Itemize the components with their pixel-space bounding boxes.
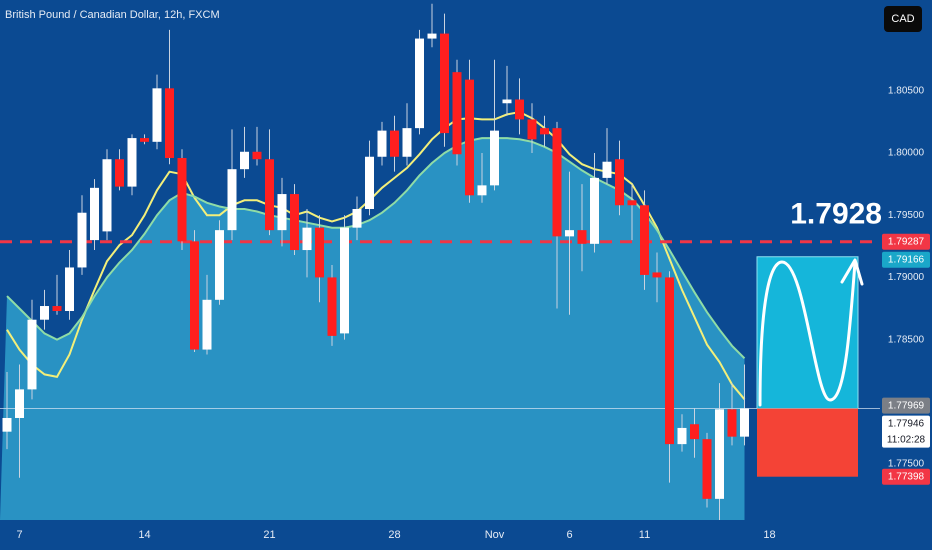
candle-body (252, 151, 262, 160)
candle-body (602, 161, 612, 178)
y-tick-label: 1.77500 (888, 459, 925, 470)
price-label-box (882, 251, 930, 268)
x-tick-label: 21 (263, 529, 275, 541)
chart-title: British Pound / Canadian Dollar, 12h, FX… (5, 9, 220, 21)
price-label: 1.79287 (888, 236, 925, 247)
candle-body (15, 389, 24, 418)
x-tick-label: Nov (485, 529, 505, 541)
annotation: 1.7928 (790, 198, 882, 231)
price-label-box (882, 397, 930, 414)
candle-body (502, 99, 512, 104)
candle-body (215, 230, 224, 300)
candle-body (90, 187, 99, 241)
candle-body (577, 230, 587, 244)
candle-body (427, 33, 437, 39)
candle-body (640, 205, 649, 275)
candle-body (352, 208, 362, 228)
candle-body (202, 299, 212, 350)
price-label: 1.77946 (888, 418, 925, 429)
candle-body (240, 151, 249, 170)
price-label: 1.77969 (888, 400, 925, 411)
candle-body (727, 409, 737, 437)
y-tick-label: 1.80500 (888, 85, 925, 96)
candle-body (365, 156, 374, 209)
candle-body (52, 306, 62, 312)
candle-body (565, 230, 574, 237)
candle-body (590, 177, 599, 244)
candle-body (440, 33, 449, 134)
price-label: 1.79166 (888, 254, 925, 265)
candle-body (315, 227, 324, 278)
countdown: 11:02:28 (887, 434, 926, 445)
candle-body (190, 241, 199, 350)
candle-body (390, 130, 399, 157)
candle-body (152, 88, 162, 142)
candle-body (477, 185, 487, 196)
candle-body (452, 72, 462, 155)
candle-body (527, 119, 537, 140)
candle-body (102, 159, 112, 232)
x-tick-label: 11 (639, 529, 650, 541)
candle-body (690, 424, 699, 440)
candle-body (140, 138, 149, 142)
candle-body (402, 128, 412, 157)
candle-body (340, 227, 349, 334)
candle-body (540, 128, 549, 135)
candle-body (415, 38, 424, 129)
candle-body (302, 227, 312, 251)
candle-body (677, 427, 687, 445)
candle-body (702, 439, 712, 499)
candle-body (2, 417, 12, 432)
price-label-box (882, 233, 930, 250)
x-tick-label: 6 (566, 529, 572, 541)
candle-body (377, 130, 387, 157)
y-tick-label: 1.79000 (888, 272, 925, 283)
y-tick-label: 1.78500 (888, 334, 925, 345)
candle-body (177, 157, 187, 242)
candle-body (65, 267, 74, 312)
candle-body (165, 88, 174, 158)
candle-body (290, 194, 299, 251)
candle-body (465, 79, 474, 196)
candle-body (740, 408, 749, 437)
price-label: 1.77398 (888, 471, 925, 482)
position-stop-zone (757, 408, 858, 477)
candle-body (652, 272, 662, 278)
candle-body (552, 128, 562, 237)
candle-body (40, 306, 49, 320)
candle-body (277, 194, 287, 231)
x-tick-label: 28 (388, 529, 400, 541)
candle-body (127, 138, 137, 187)
candle-body (77, 212, 87, 268)
plot-area (0, 3, 880, 520)
candle-body (615, 159, 624, 206)
candle-body (115, 159, 124, 187)
x-tick-label: 14 (138, 529, 150, 541)
projection-arrow (840, 258, 864, 286)
x-tick-label: 7 (16, 529, 22, 541)
currency-button[interactable] (884, 6, 922, 32)
price-label-box (882, 468, 930, 485)
y-tick-label: 1.79500 (888, 210, 925, 221)
candle-body (327, 277, 337, 336)
candle-body (27, 319, 37, 390)
x-tick-label: 18 (763, 529, 775, 541)
candle-body (627, 200, 637, 206)
candle-body (515, 99, 524, 120)
candle-body (715, 409, 724, 499)
candle-body (227, 169, 237, 231)
price-label-box (882, 415, 930, 448)
projection-curve (758, 260, 857, 407)
currency-button-label[interactable]: CAD (891, 13, 914, 25)
candle-body (665, 277, 674, 445)
y-tick-label: 1.80000 (888, 148, 925, 159)
candle-body (490, 130, 499, 186)
candle-body (265, 159, 274, 231)
